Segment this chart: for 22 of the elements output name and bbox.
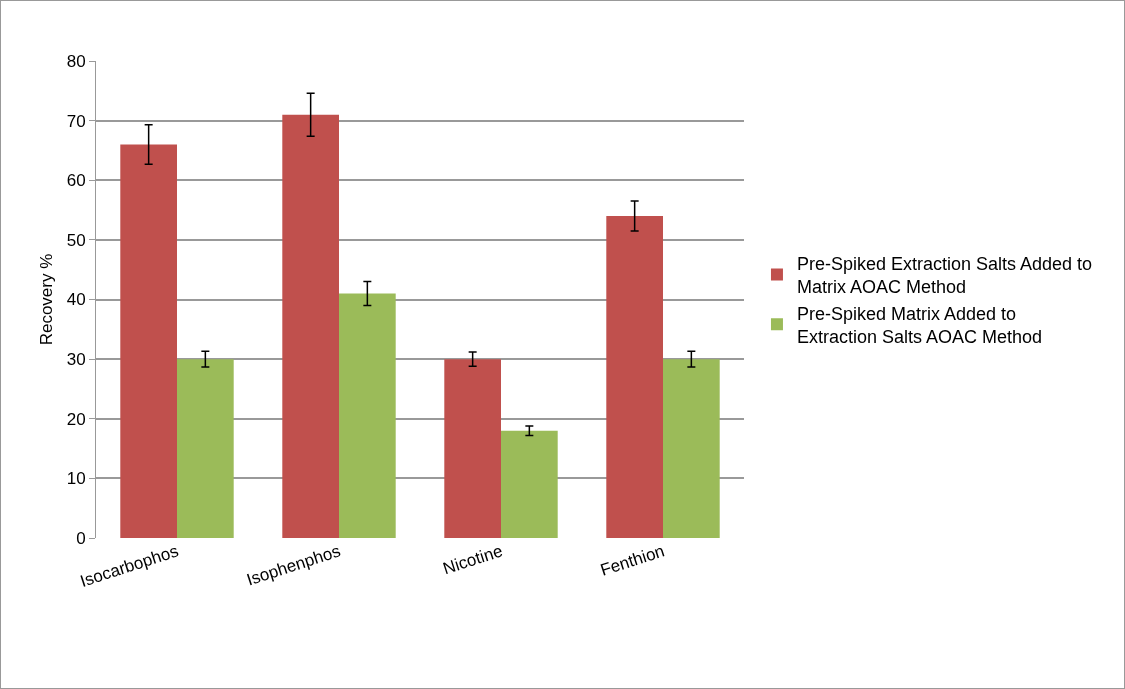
bar [663,359,720,538]
y-tick-label: 50 [66,230,86,250]
bar [339,293,396,538]
y-tick-label: 40 [66,290,86,310]
x-tick-label: Nicotine [440,541,505,579]
bar [177,359,234,538]
bar [501,430,558,538]
x-tick-label: Fenthion [598,541,667,580]
y-tick-label: 60 [66,171,86,191]
legend-label: Pre-Spiked Extraction Salts Added to Matrix AOAC Method [796,253,1093,298]
bar [282,114,339,538]
y-tick-label: 30 [66,350,86,370]
y-tick-label: 0 [76,528,86,548]
y-axis-title: Recovery % [37,253,56,346]
y-tick-label: 80 [66,51,86,71]
bar [444,359,501,538]
y-tick-label: 70 [66,111,86,131]
legend-label: Pre-Spiked Matrix Added to Extraction Salts AOAC Method [796,303,1043,347]
bar [120,144,177,538]
y-tick-label: 10 [66,469,86,489]
y-tick-label: 20 [66,409,86,429]
bar [606,216,663,538]
